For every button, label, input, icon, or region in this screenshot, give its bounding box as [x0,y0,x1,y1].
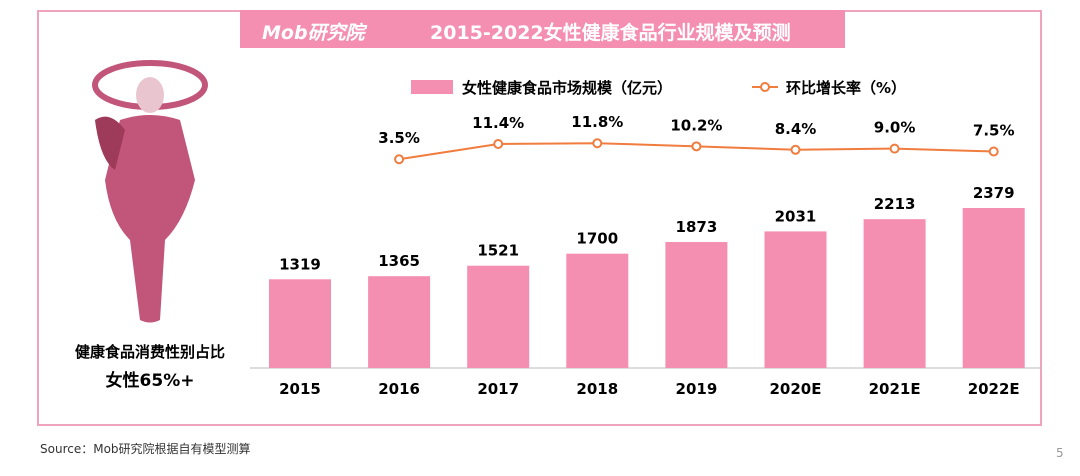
x-tick-2015: 2015 [279,380,321,398]
bar-2017 [467,265,530,368]
x-tick-2017: 2017 [477,380,519,398]
growth-point-2019 [691,141,702,152]
bar-label-2022E: 2379 [973,184,1015,202]
bar-2016 [368,276,431,368]
title-bar: Mob研究院 2015-2022女性健康食品行业规模及预测 [240,10,845,48]
bar-label-2019: 1873 [676,218,718,236]
bar-label-2021E: 2213 [874,195,916,213]
chart-title: 2015-2022女性健康食品行业规模及预测 [430,22,791,44]
bar-label-2017: 1521 [477,242,519,260]
growth-label-2020E: 8.4% [775,120,817,138]
growth-point-2020E [790,144,801,155]
woman-illustration [92,60,208,323]
legend-line-label: 环比增长率（%） [786,79,906,97]
growth-point-2018 [592,138,603,149]
source-note: Source：Mob研究院根据自有模型测算 [40,442,251,456]
bar-label-2020E: 2031 [775,207,817,225]
bar-label-2015: 1319 [279,255,321,273]
growth-point-2022E [988,146,999,157]
x-tick-2018: 2018 [576,380,618,398]
x-tick-2019: 2019 [676,380,718,398]
legend-bar-label: 女性健康食品市场规模（亿元） [462,79,672,97]
x-tick-2016: 2016 [378,380,420,398]
bar-label-2018: 1700 [576,230,618,248]
bar-2020E [764,231,827,368]
bar-label-2016: 1365 [378,252,420,270]
bar-2021E [863,219,926,368]
bar-2018 [566,253,629,368]
gender-ratio-label: 健康食品消费性别占比 [74,343,225,361]
growth-label-2018: 11.8% [571,113,623,131]
growth-point-2021E [889,143,900,154]
growth-point-2017 [493,138,504,149]
x-tick-2021E: 2021E [869,380,921,398]
legend-line-marker [760,82,770,92]
logo: Mob研究院 [262,22,365,44]
page-number: 5 [1056,446,1064,460]
legend-bar-swatch [411,80,453,94]
growth-label-2019: 10.2% [670,116,722,134]
growth-label-2021E: 9.0% [874,119,916,137]
bar-2019 [665,242,728,368]
growth-label-2022E: 7.5% [973,122,1015,140]
x-tick-2022E: 2022E [968,380,1020,398]
growth-point-2016 [394,154,405,165]
growth-label-2017: 11.4% [472,114,524,132]
gender-ratio-value: 女性65%+ [105,371,195,391]
x-tick-2020E: 2020E [770,380,822,398]
bar-2015 [269,279,331,368]
bar-2022E [962,208,1025,368]
growth-label-2016: 3.5% [378,129,420,147]
